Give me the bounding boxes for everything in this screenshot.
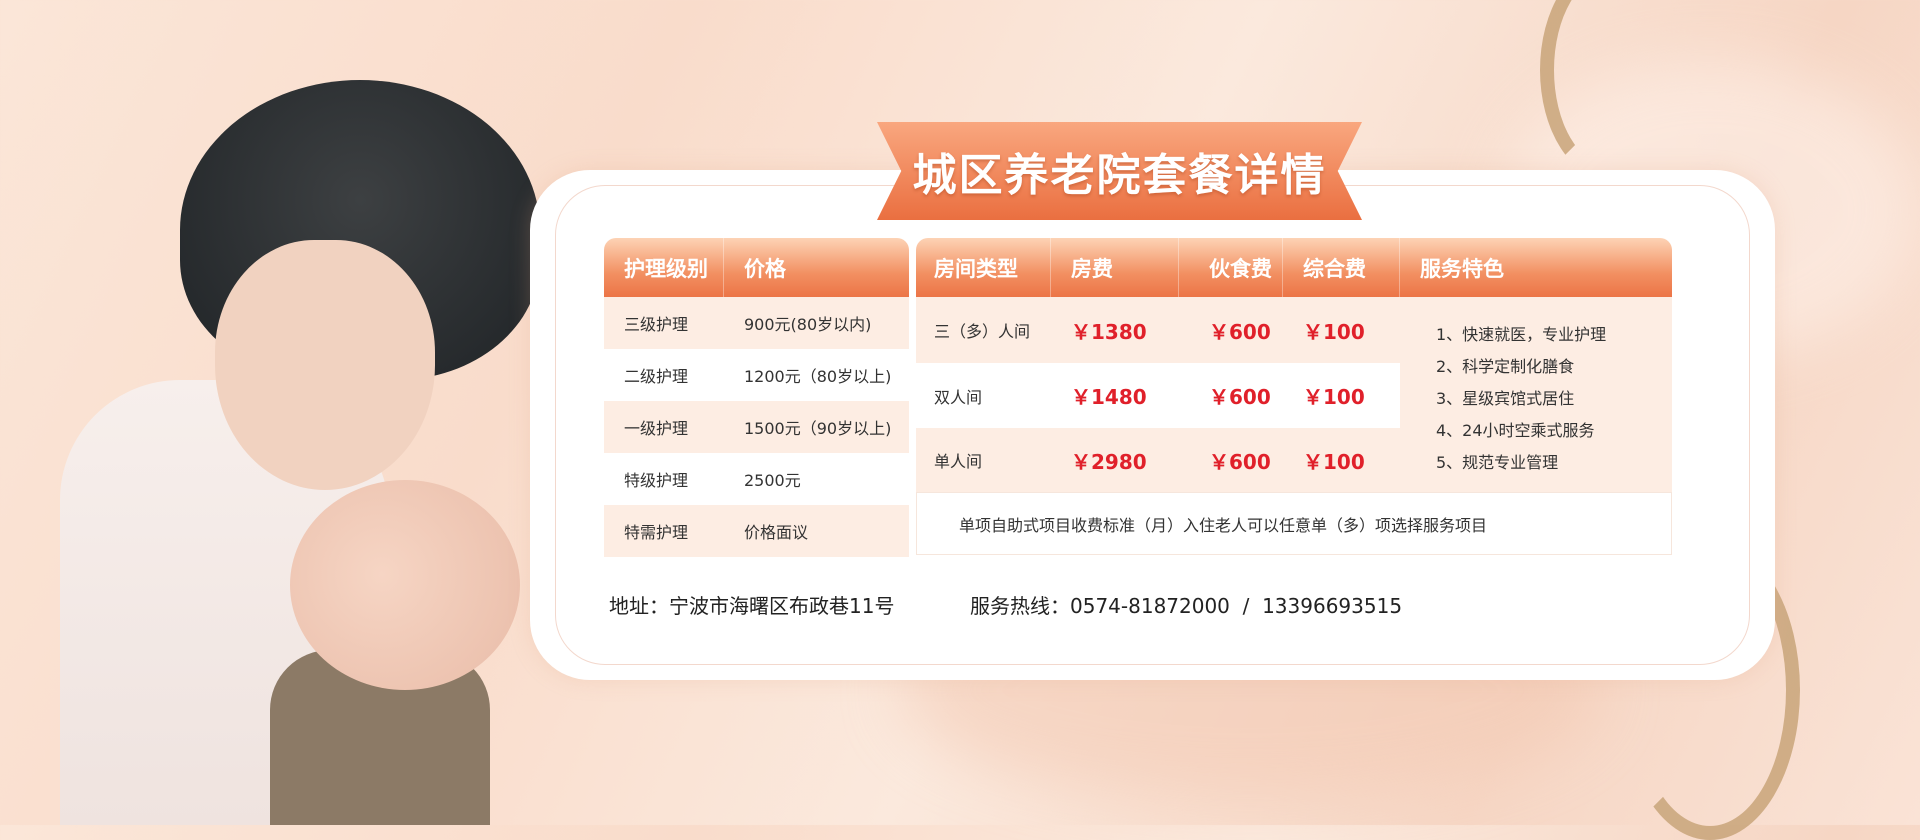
feature-item: 5、规范专业管理 xyxy=(1436,453,1559,472)
care-level: 二级护理 xyxy=(624,367,689,386)
care-level: 特级护理 xyxy=(624,471,689,490)
meal-fee: ￥600 xyxy=(1209,385,1271,409)
service-features: 1、快速就医，专业护理 2、科学定制化膳食 3、星级宾馆式居住 4、24小时空乘… xyxy=(1400,297,1672,492)
table-row: 三级护理 900元(80岁以内) xyxy=(604,297,909,349)
address: 地址：宁波市海曙区布政巷11号 xyxy=(609,594,895,618)
header-features: 服务特色 xyxy=(1420,256,1504,281)
feature-item: 4、24小时空乘式服务 xyxy=(1436,421,1595,440)
table-row: 二级护理 1200元（80岁以上) xyxy=(604,349,909,401)
table-row: 特需护理 价格面议 xyxy=(604,505,909,557)
table-row: 双人间 ￥1480 ￥600 ￥100 xyxy=(916,363,1400,428)
header-room-fee: 房费 xyxy=(1051,238,1179,297)
care-price: 价格面议 xyxy=(744,523,809,542)
header-meal-fee: 伙食费 xyxy=(1179,238,1283,297)
room-fee: ￥1380 xyxy=(1071,319,1147,344)
feature-item: 1、快速就医，专业护理 xyxy=(1436,325,1607,344)
hotline: 服务热线：0574-81872000 / 13396693515 xyxy=(970,594,1403,618)
care-level: 一级护理 xyxy=(624,419,689,438)
general-fee: ￥100 xyxy=(1303,319,1365,344)
care-price: 1200元（80岁以上) xyxy=(744,367,892,386)
room-type: 三（多）人间 xyxy=(934,322,1031,341)
title-banner: 城区养老院套餐详情 xyxy=(877,122,1362,220)
header-care-level: 护理级别 xyxy=(604,238,724,297)
care-level: 三级护理 xyxy=(624,315,689,334)
room-fee: ￥1480 xyxy=(1071,385,1147,409)
care-level: 特需护理 xyxy=(624,523,689,542)
header-room-type: 房间类型 xyxy=(916,238,1051,297)
table-row: 单人间 ￥2980 ￥600 ￥100 xyxy=(916,428,1400,492)
care-price: 1500元（90岁以上) xyxy=(744,419,892,438)
table-row: 特级护理 2500元 xyxy=(604,453,909,505)
general-fee: ￥100 xyxy=(1303,449,1365,474)
room-type: 双人间 xyxy=(934,387,983,407)
room-fee: ￥2980 xyxy=(1071,449,1147,474)
header-price: 价格 xyxy=(744,256,786,281)
table-row: 一级护理 1500元（90岁以上) xyxy=(604,401,909,453)
table-row: 三（多）人间 ￥1380 ￥600 ￥100 xyxy=(916,297,1400,363)
header-general-fee: 综合费 xyxy=(1283,238,1400,297)
page-title: 城区养老院套餐详情 xyxy=(912,150,1327,201)
room-type: 单人间 xyxy=(934,452,983,471)
room-table: 房间类型 房费 伙食费 综合费 服务特色 三（多）人间 ￥1380 ￥600 ￥100… xyxy=(916,238,1672,555)
fee-note: 单项自助式项目收费标准（月）入住老人可以任意单（多）项选择服务项目 xyxy=(916,492,1672,555)
care-price: 900元(80岁以内) xyxy=(744,315,872,334)
feature-item: 3、星级宾馆式居住 xyxy=(1436,389,1575,408)
care-price: 2500元 xyxy=(744,471,801,490)
meal-fee: ￥600 xyxy=(1209,319,1271,344)
grandmother-baby-photo xyxy=(0,0,600,825)
meal-fee: ￥600 xyxy=(1209,449,1271,474)
general-fee: ￥100 xyxy=(1303,385,1365,409)
care-level-table: 护理级别 价格 三级护理 900元(80岁以内) 二级护理 1200元（80岁以上) … xyxy=(604,238,909,557)
feature-item: 2、科学定制化膳食 xyxy=(1436,357,1575,376)
